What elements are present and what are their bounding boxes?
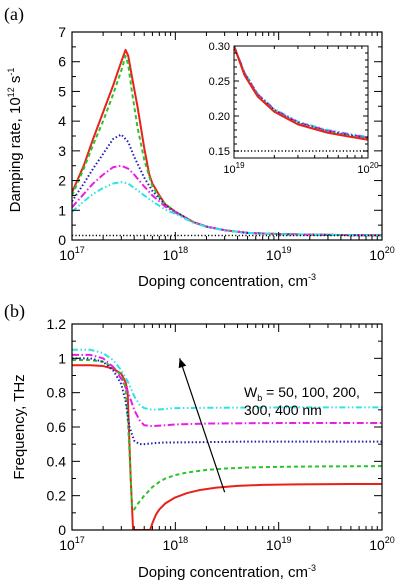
panel-a-x-tick-exp: 17	[75, 245, 85, 255]
panel-b-xlabel-main: Doping concentration, cm	[138, 564, 308, 581]
inset-y-tick-label: 0.20	[209, 111, 230, 123]
panel-a-y-tick-label: 7	[58, 24, 66, 40]
panel-a-x-tick-label: 1017	[59, 245, 85, 263]
annotation-arrow-head	[178, 358, 187, 369]
panel-b-label: (b)	[4, 301, 25, 322]
panel-b-y-tick-label: 0.8	[47, 385, 67, 401]
panel-a-y-tick-label: 1	[58, 202, 66, 218]
annotation-w-values: = 50, 100, 200,	[262, 384, 360, 400]
panel-b-x-tick-exp: 17	[75, 535, 85, 545]
annotation-arrow-shaft	[179, 358, 226, 493]
annotation-line-2: 300, 400 nm	[244, 402, 322, 418]
panel-a-x-tick-label: 1019	[266, 245, 292, 263]
panel-a-series-group	[72, 48, 382, 237]
panel-b-y-tick-label: 0.6	[47, 419, 67, 435]
inset-y-tick-label: 0.30	[209, 41, 230, 53]
annotation-line-1: Wb = 50, 100, 200,	[244, 384, 360, 403]
panel-a-x-tick-base: 10	[369, 247, 385, 263]
panel-a-series-wb100	[72, 54, 382, 237]
panel-a-x-tick-exp: 18	[178, 245, 188, 255]
inset-x-tick-label: 1019	[223, 161, 245, 176]
panel-b-y-tick-label: 1.2	[47, 316, 67, 332]
panel-b-x-tick-exp: 19	[281, 535, 291, 545]
panel-a-y-tick-label: 4	[58, 113, 66, 129]
inset-x-tick-exp: 20	[370, 161, 379, 170]
panel-a-ylabel-unit: s	[7, 76, 24, 88]
inset-x-tick-base: 10	[223, 164, 235, 176]
panel-a-label: (a)	[4, 4, 24, 25]
panel-b-series-group	[72, 348, 382, 530]
panel-a-xlabel-exp: -3	[308, 272, 316, 282]
panel-b-x-tick-label: 1020	[369, 535, 395, 553]
panel-a-series-wb200	[72, 133, 382, 237]
panel-a-x-tick-base: 10	[59, 247, 75, 263]
panel-b-y-tick-label: 0.2	[47, 488, 67, 504]
annotation-w-symbol: W	[244, 384, 258, 400]
panel-b-y-tick-label: 0.4	[47, 453, 67, 469]
panel-b-x-tick-label: 1018	[163, 535, 189, 553]
inset-y-tick-label: 0.25	[209, 76, 230, 88]
inset-background	[234, 46, 368, 158]
panel-a-x-tick-label: 1020	[369, 245, 395, 263]
inset-x-tick-base: 10	[357, 164, 369, 176]
panel-b-x-tick-exp: 18	[178, 535, 188, 545]
panel-a-y-tick-label: 5	[58, 83, 66, 99]
panel-a-x-tick-exp: 20	[385, 245, 395, 255]
panel-b-plot-frame	[71, 323, 383, 531]
panel-b-series-wb300	[72, 353, 382, 428]
panel-a-series-wb300	[72, 164, 382, 237]
svg-text:Damping rate, 1012 s-1: Damping rate, 1012 s-1	[6, 68, 24, 213]
panel-b-x-tick-exp: 20	[385, 535, 395, 545]
panel-b-x-tick-label: 1017	[59, 535, 85, 553]
panel-b-x-tick-base: 10	[266, 537, 282, 553]
panel-a-x-tick-exp: 19	[281, 245, 291, 255]
panel-a-x-tick-label: 1018	[163, 245, 189, 263]
inset-x-tick-exp: 19	[236, 161, 245, 170]
panel-a-series-wb400	[72, 181, 382, 237]
panel-a-x-tick-base: 10	[163, 247, 179, 263]
panel-a-y-axis-title: Damping rate, 1012 s-1	[6, 68, 24, 213]
panel-b-y-tick-label: 1	[58, 350, 66, 366]
panel-b-series-wb100	[72, 359, 382, 511]
inset-x-tick-label: 1020	[357, 161, 379, 176]
panel-b-y-tick-label: 0	[58, 522, 66, 538]
panel-b-x-tick-base: 10	[163, 537, 179, 553]
panel-a-y-tick-label: 0	[58, 232, 66, 248]
inset-series-wb50	[234, 46, 368, 141]
annotation-w-subscript: b	[257, 393, 262, 403]
panel-b-x-tick-label: 1019	[266, 535, 292, 553]
panel-a-y-tick-label: 3	[58, 143, 66, 159]
panel-a-y-tick-label: 6	[58, 54, 66, 70]
panel-a-y-tick-label: 2	[58, 173, 66, 189]
panel-b-series-wb400	[72, 348, 382, 411]
panel-a-ylabel-exp2: -1	[6, 68, 16, 76]
panel-a-x-tick-base: 10	[266, 247, 282, 263]
panel-b-x-tick-base: 10	[369, 537, 385, 553]
panel-a-ylabel-exp1: 12	[6, 87, 16, 97]
panel-a-x-axis-title: Doping concentration, cm-3	[138, 272, 316, 290]
panel-a-xlabel-main: Doping concentration, cm	[138, 273, 308, 290]
panel-b-series-wb50	[72, 364, 382, 530]
panel-b-xlabel-exp: -3	[308, 563, 316, 573]
inset-y-tick-label: 0.15	[209, 146, 230, 158]
panel-b-y-axis-title: Frequency, THz	[11, 374, 28, 479]
panel-b-x-axis-title: Doping concentration, cm-3	[138, 563, 316, 581]
panel-a-ylabel-main: Damping rate, 10	[7, 97, 24, 212]
panel-b-annotation: Wb = 50, 100, 200, 300, 400 nm	[178, 358, 360, 493]
panel-b-x-tick-base: 10	[59, 537, 75, 553]
